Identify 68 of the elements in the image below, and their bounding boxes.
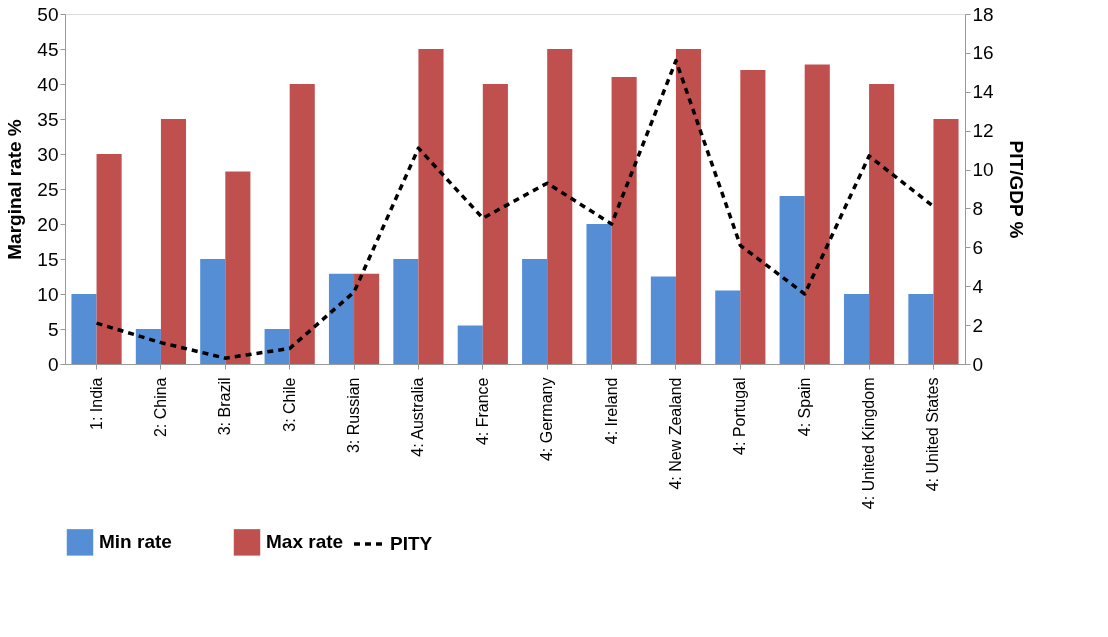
x-tick-label: 4: Ireland (602, 377, 620, 445)
x-tick-label: 4: Spain (795, 377, 813, 437)
y-tick-label: 50 (37, 3, 59, 25)
bar (740, 70, 766, 364)
bar (96, 154, 122, 364)
bar (418, 49, 444, 364)
bar (843, 294, 870, 364)
bar (804, 64, 830, 364)
y-tick-label: 15 (37, 248, 59, 270)
legend-label: Min rate (99, 531, 172, 553)
bar (225, 171, 251, 364)
x-tick-label: 3: Chile (280, 377, 298, 432)
bar (457, 325, 483, 364)
y-tick-label: 25 (37, 178, 59, 200)
bar (869, 84, 895, 364)
x-tick-label: 4: New Zealand (666, 377, 684, 490)
x-tick-label: 2: China (151, 377, 169, 438)
bar (715, 290, 741, 364)
x-tick-label: 4: Australia (409, 377, 427, 457)
x-tick-label: 3: Brazil (216, 377, 234, 436)
y2-tick-label: 16 (972, 42, 994, 64)
bar (675, 49, 702, 364)
y2-tick-label: 0 (972, 353, 984, 375)
y-tick-label: 45 (37, 38, 59, 60)
x-tick-label: 4: United Kingdom (860, 377, 878, 510)
y2-axis-title: PIT/GDP % (1005, 140, 1027, 239)
y2-tick-label: 4 (972, 275, 984, 297)
x-tick-label: 4: Germany (538, 377, 556, 462)
x-tick-label: 4: France (473, 377, 491, 446)
y2-tick-label: 10 (972, 159, 994, 181)
x-tick-label: 4: Portugal (731, 377, 749, 455)
bar (482, 84, 508, 364)
y-tick-label: 20 (37, 213, 59, 235)
bar (393, 259, 419, 364)
bar (522, 259, 548, 364)
x-tick-label: 4: United States (924, 377, 942, 492)
bar (264, 329, 290, 364)
y-tick-label: 40 (37, 73, 59, 95)
bar (650, 276, 676, 364)
y2-tick-label: 12 (972, 120, 994, 142)
bar (611, 77, 637, 364)
bar (71, 294, 97, 364)
bar (160, 119, 187, 364)
x-tick-label: 1: India (87, 377, 105, 430)
bar (135, 329, 161, 364)
bar (586, 224, 612, 364)
bar (933, 119, 959, 364)
y-tick-label: 10 (37, 283, 59, 305)
y2-tick-label: 8 (972, 197, 984, 219)
y2-tick-label: 18 (972, 3, 994, 25)
y-axis-title: Marginal rate % (4, 119, 26, 260)
bar (547, 49, 573, 364)
y-tick-label: 0 (47, 353, 59, 375)
bar (908, 294, 934, 364)
y2-tick-label: 2 (972, 314, 984, 336)
y-tick-label: 5 (47, 318, 59, 340)
x-tick-label: 3: Russian (345, 377, 363, 454)
y2-tick-label: 6 (972, 236, 984, 258)
y-tick-label: 30 (37, 143, 59, 165)
legend-label: Max rate (266, 531, 344, 553)
y2-tick-label: 14 (972, 81, 995, 103)
bar (200, 259, 226, 364)
bar (354, 273, 380, 364)
bar (289, 84, 315, 364)
legend-label: PITY (390, 533, 433, 554)
y-tick-label: 35 (37, 108, 59, 130)
bar (779, 196, 805, 364)
bar (328, 273, 355, 364)
